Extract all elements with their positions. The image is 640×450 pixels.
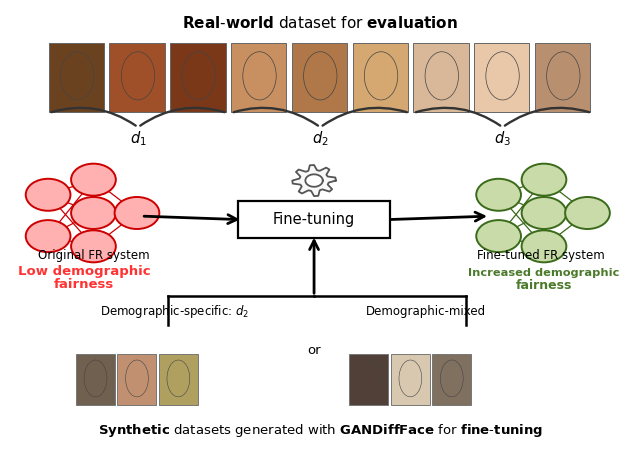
Text: Demographic-mixed: Demographic-mixed (366, 305, 486, 318)
Text: $d_2$: $d_2$ (312, 129, 328, 148)
Ellipse shape (125, 360, 148, 397)
Ellipse shape (243, 52, 276, 100)
Text: fairness: fairness (54, 278, 115, 291)
Text: Fine-tuning: Fine-tuning (273, 212, 355, 227)
Text: Demographic-specific: $d_2$: Demographic-specific: $d_2$ (100, 303, 249, 320)
Ellipse shape (425, 52, 458, 100)
Ellipse shape (399, 360, 422, 397)
Circle shape (522, 197, 566, 229)
Text: Increased demographic: Increased demographic (468, 268, 620, 278)
Circle shape (26, 220, 70, 252)
Circle shape (115, 197, 159, 229)
Bar (353, 43, 408, 112)
Bar (474, 43, 529, 112)
FancyBboxPatch shape (237, 201, 390, 238)
Ellipse shape (364, 52, 397, 100)
Text: $\mathbf{Synthetic}$ datasets generated with $\mathbf{GANDiffFace}$ for $\mathbf: $\mathbf{Synthetic}$ datasets generated … (98, 422, 543, 439)
Bar (349, 354, 388, 405)
Polygon shape (292, 165, 336, 196)
Ellipse shape (167, 360, 190, 397)
Ellipse shape (122, 52, 155, 100)
Text: or: or (307, 344, 321, 357)
Ellipse shape (182, 52, 216, 100)
Text: fairness: fairness (516, 279, 572, 292)
Text: Low demographic: Low demographic (18, 265, 150, 278)
Ellipse shape (358, 360, 380, 397)
Circle shape (476, 179, 521, 211)
Bar (170, 43, 225, 112)
Circle shape (476, 220, 521, 252)
Circle shape (71, 164, 116, 196)
Bar (118, 354, 156, 405)
Circle shape (565, 197, 610, 229)
Polygon shape (305, 174, 323, 187)
Bar (159, 354, 198, 405)
Bar (76, 354, 115, 405)
Circle shape (71, 230, 116, 262)
Text: Original FR system: Original FR system (38, 249, 149, 262)
Bar (109, 43, 164, 112)
Ellipse shape (547, 52, 580, 100)
Text: Fine-tuned FR system: Fine-tuned FR system (477, 249, 605, 262)
Bar (292, 43, 347, 112)
Circle shape (71, 197, 116, 229)
Bar (231, 43, 286, 112)
Text: $d_1$: $d_1$ (130, 129, 147, 148)
Circle shape (26, 179, 70, 211)
Bar (535, 43, 590, 112)
Text: $d_3$: $d_3$ (494, 129, 511, 148)
Bar (413, 43, 468, 112)
Ellipse shape (486, 52, 519, 100)
Ellipse shape (61, 52, 94, 100)
Bar (433, 354, 471, 405)
Ellipse shape (440, 360, 463, 397)
Ellipse shape (84, 360, 107, 397)
Ellipse shape (303, 52, 337, 100)
Bar (49, 43, 104, 112)
Text: $\mathbf{Real}$-$\mathbf{world}$ dataset for $\mathbf{evaluation}$: $\mathbf{Real}$-$\mathbf{world}$ dataset… (182, 15, 458, 31)
Circle shape (522, 164, 566, 196)
Bar (391, 354, 430, 405)
Circle shape (522, 230, 566, 262)
